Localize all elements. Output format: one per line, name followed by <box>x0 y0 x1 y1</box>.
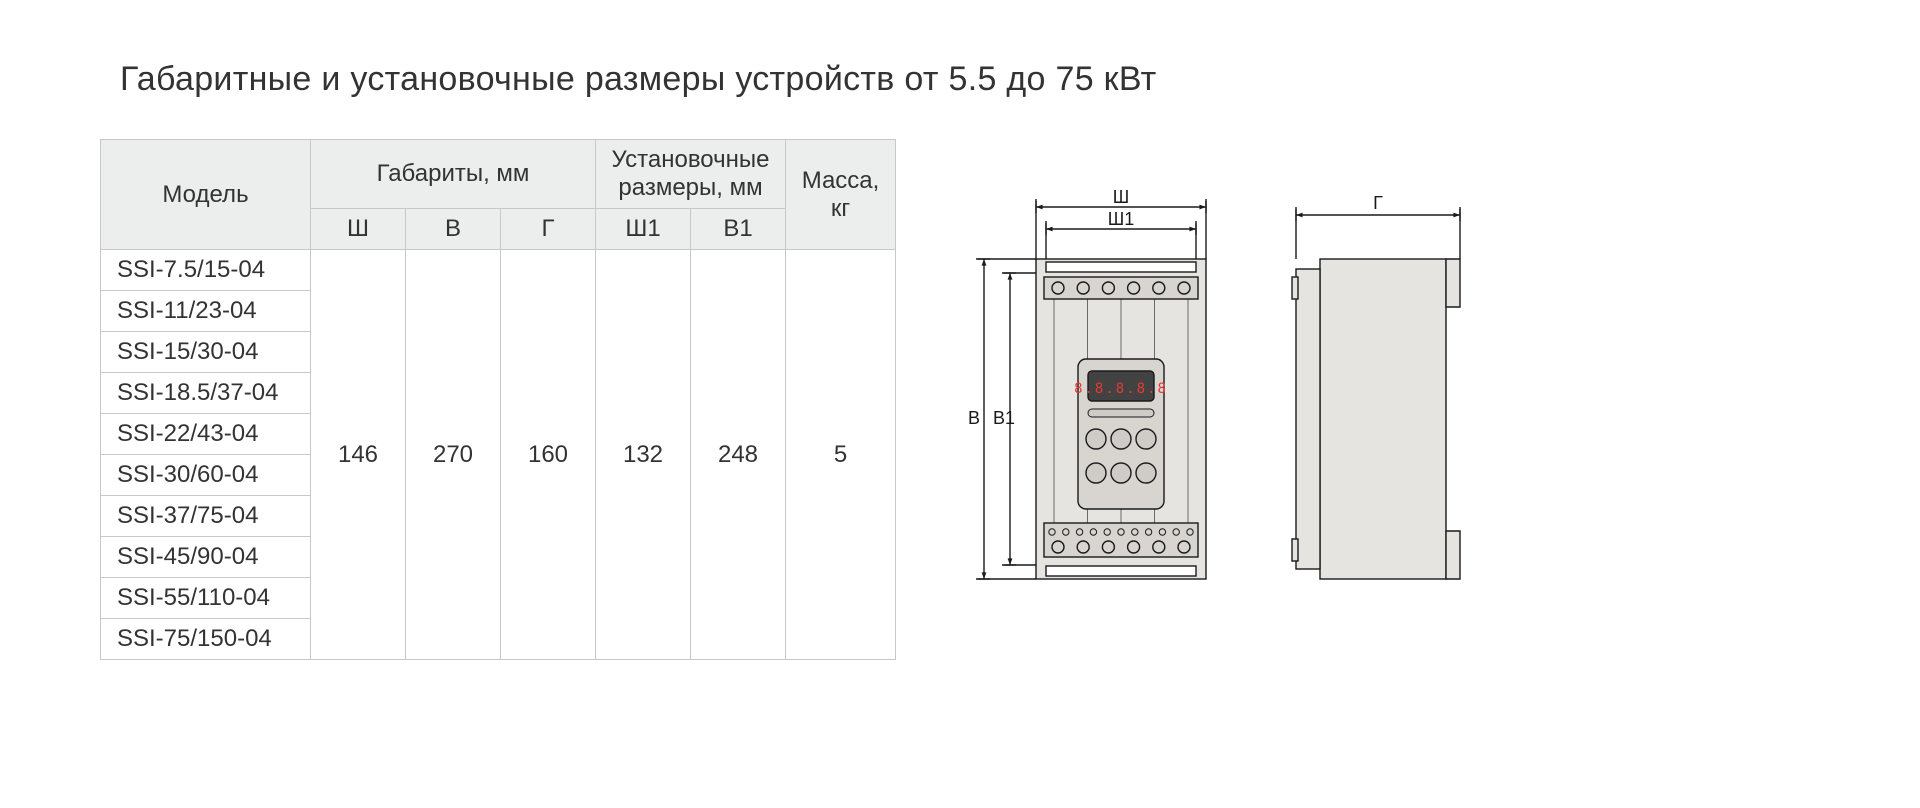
svg-text:Ш: Ш <box>1113 189 1130 207</box>
cell-w1: 132 <box>596 250 691 660</box>
svg-text:В: В <box>968 408 980 428</box>
th-w1: Ш1 <box>596 209 691 250</box>
cell-h: 270 <box>406 250 501 660</box>
model-cell: SSI-7.5/15-04 <box>101 250 311 291</box>
table-body: SSI-7.5/15-04 146 270 160 132 248 5 SSI-… <box>101 250 896 660</box>
th-mass: Масса, кг <box>786 140 896 250</box>
th-d: Г <box>501 209 596 250</box>
model-cell: SSI-22/43-04 <box>101 414 311 455</box>
model-cell: SSI-11/23-04 <box>101 291 311 332</box>
model-cell: SSI-45/90-04 <box>101 537 311 578</box>
model-cell: SSI-37/75-04 <box>101 496 311 537</box>
th-w: Ш <box>311 209 406 250</box>
cell-w: 146 <box>311 250 406 660</box>
th-h: В <box>406 209 501 250</box>
svg-text:Ш1: Ш1 <box>1108 209 1135 229</box>
model-cell: SSI-30/60-04 <box>101 455 311 496</box>
content-row: Модель Габариты, мм Установочные размеры… <box>100 139 1820 660</box>
svg-text:8.8.8.8.8: 8.8.8.8.8 <box>1074 381 1168 397</box>
front-view-diagram: Ш Ш1 В В1 8.8.8.8.8 <box>956 189 1236 609</box>
svg-text:Г: Г <box>1373 193 1383 213</box>
table-row: SSI-7.5/15-04 146 270 160 132 248 5 <box>101 250 896 291</box>
th-overall: Габариты, мм <box>311 140 596 209</box>
page-title: Габаритные и установочные размеры устрой… <box>120 60 1820 99</box>
cell-d: 160 <box>501 250 596 660</box>
th-model: Модель <box>101 140 311 250</box>
th-h1: В1 <box>691 209 786 250</box>
svg-text:В1: В1 <box>993 408 1015 428</box>
dimensions-table: Модель Габариты, мм Установочные размеры… <box>100 139 896 660</box>
model-cell: SSI-18.5/37-04 <box>101 373 311 414</box>
cell-h1: 248 <box>691 250 786 660</box>
side-view-diagram: Г <box>1266 189 1486 609</box>
model-cell: SSI-15/30-04 <box>101 332 311 373</box>
th-mounting: Установочные размеры, мм <box>596 140 786 209</box>
model-cell: SSI-55/110-04 <box>101 578 311 619</box>
cell-mass: 5 <box>786 250 896 660</box>
diagram-container: Ш Ш1 В В1 8.8.8.8.8 Г <box>956 139 1486 609</box>
model-cell: SSI-75/150-04 <box>101 619 311 660</box>
